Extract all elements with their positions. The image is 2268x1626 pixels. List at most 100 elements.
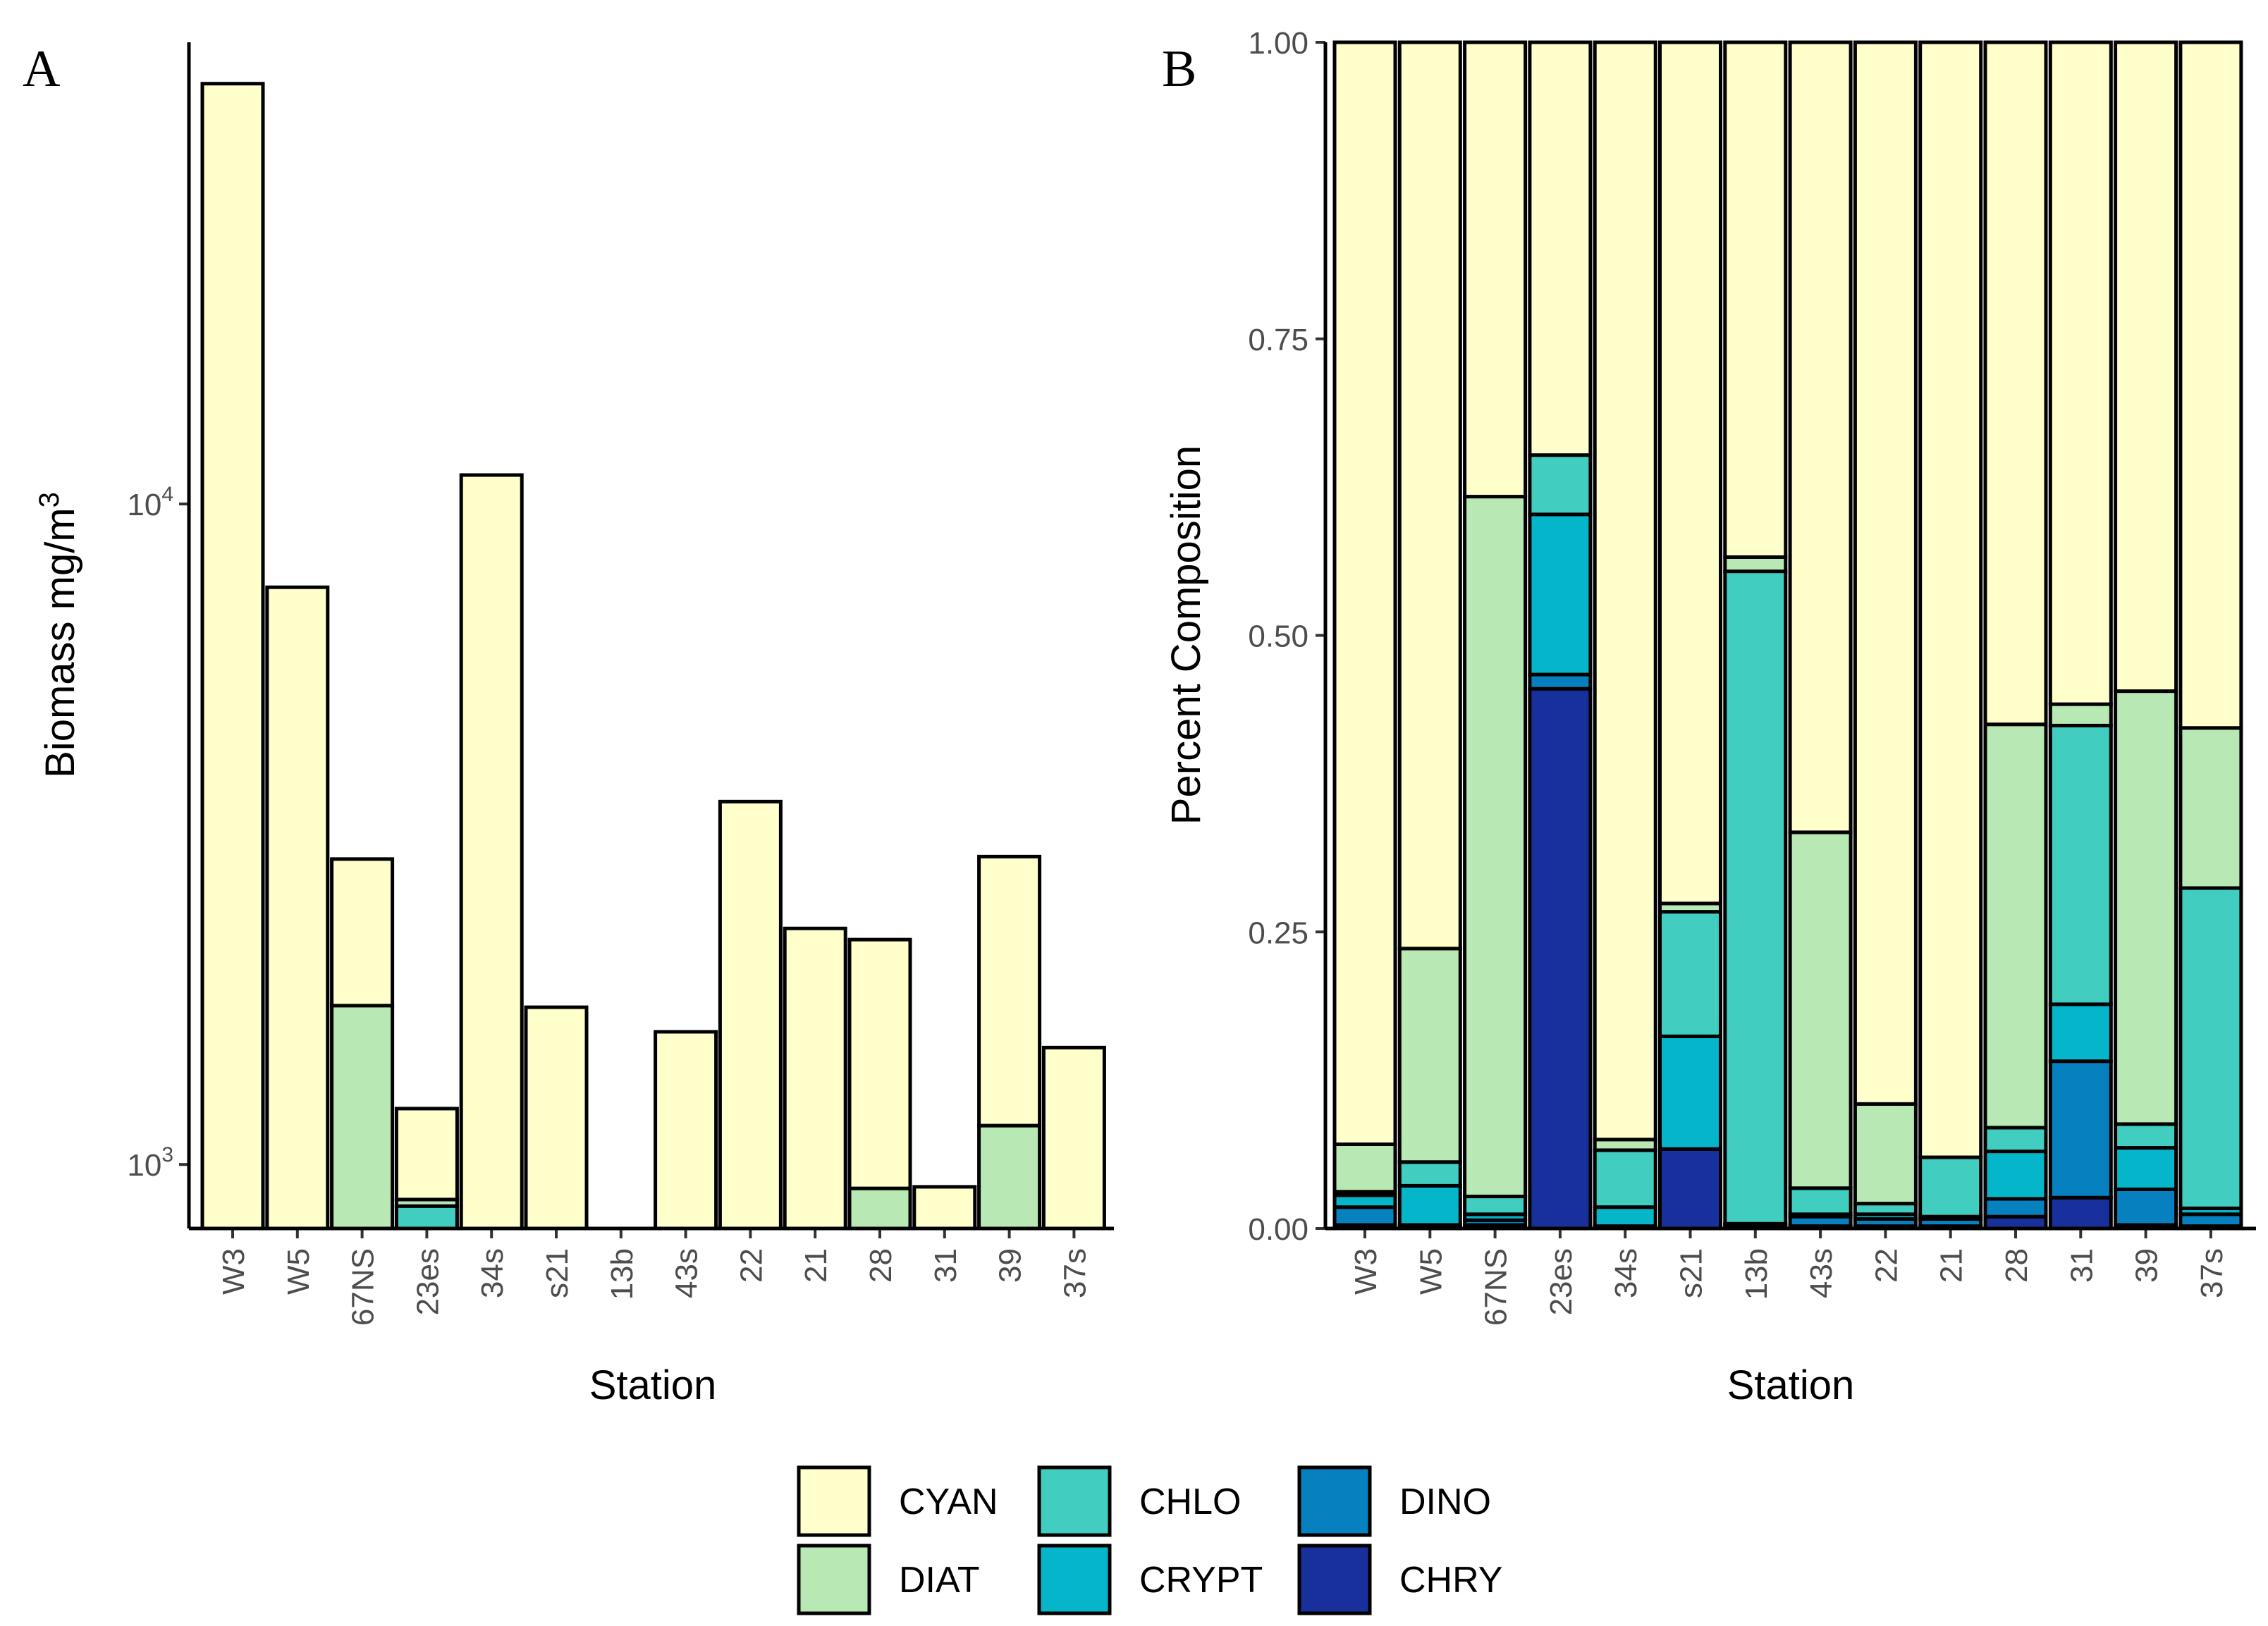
- x-tick-label: 39: [2130, 1248, 2164, 1283]
- bar-segment-chry-s21: [1658, 1147, 1722, 1231]
- panel-b-bars: [1332, 40, 2243, 1231]
- legend-label-cyan: CYAN: [899, 1482, 998, 1522]
- y-tick-label: 0.25: [1248, 916, 1308, 950]
- bar-segment-dino-28: [1983, 1197, 2048, 1219]
- bar-segment-chlo-23es: [1528, 453, 1593, 517]
- panel-b-x-axis-title: Station: [1727, 1362, 1855, 1408]
- x-tick-label: 34s: [1609, 1248, 1643, 1298]
- bar-segment-diat-43s: [1788, 830, 1853, 1190]
- bar-segment-diat-39: [2114, 689, 2178, 1126]
- x-tick-label: W3: [1349, 1248, 1383, 1295]
- legend: CYAN DIAT CHLO CRYPT DINO CHRY: [797, 1465, 1502, 1615]
- x-tick-label: 43s: [1804, 1248, 1839, 1298]
- bar-segment-chlo-37s: [2178, 886, 2243, 1210]
- x-tick-label: 37s: [2195, 1248, 2229, 1298]
- legend-key-dino: [1297, 1465, 1372, 1537]
- panel-a: A 103 104 W3 W5 67NS 23es 34s s21 13b 43s 22 21 28 3…: [23, 40, 1114, 1408]
- bar-segment-chlo-34s: [1593, 1148, 1657, 1209]
- bar-segment-cyan-23es: [394, 1107, 459, 1202]
- bar-segment-cyan-s21: [524, 1005, 589, 1231]
- bar-segment-cyan-w3: [200, 82, 265, 1231]
- panel-b-x-axis-ticks: W3 W5 67NS 23es 34s s21 13b 43s 22 21 28 31 39 37s: [1349, 1228, 2229, 1326]
- y-tick-label: 0.75: [1248, 323, 1308, 357]
- panel-a-bars: [200, 82, 1106, 1231]
- bar-segment-cyan-w5: [1397, 40, 1462, 951]
- x-tick-label: W5: [281, 1248, 316, 1295]
- x-tick-label: 43s: [670, 1248, 704, 1298]
- x-tick-label: 22: [734, 1248, 768, 1283]
- bar-segment-crypt-s21: [1658, 1034, 1722, 1151]
- bar-segment-cyan-67ns: [1463, 40, 1528, 499]
- x-tick-label: 21: [799, 1248, 833, 1283]
- bar-segment-chlo-w5: [1397, 1160, 1462, 1188]
- x-tick-label: 13b: [605, 1248, 639, 1300]
- bar-segment-chry-23es: [1528, 686, 1593, 1231]
- bar-segment-cyan-22: [718, 799, 783, 1231]
- bar-segment-diat-31: [2048, 702, 2113, 727]
- panel-a-x-axis-ticks: W3 W5 67NS 23es 34s s21 13b 43s 22 21 28 31 39 37s: [216, 1228, 1092, 1326]
- y-tick-label: 0.50: [1248, 620, 1308, 654]
- bar-segment-cyan-28: [1983, 40, 2048, 727]
- bar-segment-crypt-w3: [1332, 1193, 1397, 1209]
- x-tick-label: 37s: [1058, 1248, 1092, 1298]
- legend-label-diat: DIAT: [899, 1560, 980, 1601]
- bar-segment-crypt-w5: [1397, 1183, 1462, 1227]
- panel-a-tag: A: [23, 40, 60, 98]
- bar-segment-diat-w5: [1397, 947, 1462, 1164]
- bar-segment-diat-37s: [2178, 726, 2243, 890]
- bar-segment-diat-39: [977, 1123, 1042, 1231]
- legend-label-chlo: CHLO: [1139, 1482, 1241, 1522]
- bar-segment-cyan-67ns: [330, 857, 395, 1008]
- bar-segment-crypt-39: [2114, 1146, 2178, 1191]
- bar-segment-dino-23es: [1528, 672, 1593, 691]
- bar-segment-chlo-31: [2048, 723, 2113, 1006]
- bar-segment-chry-28: [1983, 1214, 2048, 1231]
- bar-segment-cyan-37s: [2178, 40, 2243, 730]
- bar-segment-cyan-13b: [1723, 40, 1788, 559]
- bar-segment-crypt-28: [1983, 1150, 2048, 1201]
- bar-segment-chlo-23es: [394, 1204, 459, 1231]
- bar-segment-diat-22: [1853, 1102, 1918, 1206]
- bar-segment-diat-w3: [1332, 1142, 1397, 1194]
- bar-segment-diat-67ns: [1463, 495, 1528, 1199]
- bar-segment-chlo-28: [1983, 1126, 2048, 1154]
- bar-segment-cyan-21: [1918, 40, 1983, 1159]
- bar-segment-cyan-31: [912, 1185, 977, 1231]
- bar-segment-diat-13b: [1723, 555, 1788, 574]
- panel-a-y-axis-ticks: 103 104: [127, 483, 189, 1183]
- bar-segment-cyan-22: [1853, 40, 1918, 1106]
- x-tick-label: W5: [1414, 1248, 1448, 1295]
- x-tick-label: 31: [928, 1248, 963, 1283]
- y-tick-label: 104: [127, 483, 173, 522]
- bar-segment-diat-28: [1983, 722, 2048, 1130]
- bar-segment-cyan-34s: [1593, 40, 1657, 1142]
- legend-key-chry: [1297, 1544, 1372, 1615]
- legend-key-chlo: [1037, 1465, 1112, 1537]
- x-tick-label: 28: [864, 1248, 898, 1283]
- bar-segment-chlo-21: [1918, 1155, 1983, 1219]
- bar-segment-chlo-13b: [1723, 569, 1788, 1226]
- bar-segment-cyan-31: [2048, 40, 2113, 706]
- x-tick-label: 13b: [1739, 1248, 1774, 1300]
- legend-label-dino: DINO: [1399, 1482, 1491, 1522]
- bar-segment-cyan-21: [783, 926, 847, 1231]
- bar-segment-cyan-43s: [654, 1030, 718, 1231]
- legend-label-crypt: CRYPT: [1139, 1560, 1263, 1601]
- panel-a-y-axis-title: Biomass mg/m3: [34, 492, 83, 778]
- bar-segment-cyan-23es: [1528, 40, 1593, 457]
- x-tick-label: 23es: [1544, 1248, 1579, 1315]
- bar-segment-cyan-39: [977, 854, 1042, 1128]
- x-tick-label: s21: [540, 1248, 575, 1298]
- bar-segment-chlo-s21: [1658, 910, 1722, 1038]
- x-tick-label: 22: [1869, 1248, 1904, 1283]
- panel-b: B 0.00 0.25 0.50 0.75 1.00 W3 W5 67NS 23es 34s s2…: [1162, 26, 2256, 1408]
- bar-segment-dino-31: [2048, 1059, 2113, 1200]
- x-tick-label: 67NS: [346, 1248, 381, 1326]
- x-tick-label: 21: [1935, 1248, 1969, 1283]
- bar-segment-cyan-w3: [1332, 40, 1397, 1147]
- bar-segment-crypt-34s: [1593, 1205, 1657, 1228]
- x-tick-label: 39: [993, 1248, 1028, 1283]
- panel-b-y-axis-title: Percent Composition: [1163, 445, 1209, 825]
- legend-key-diat: [797, 1544, 871, 1615]
